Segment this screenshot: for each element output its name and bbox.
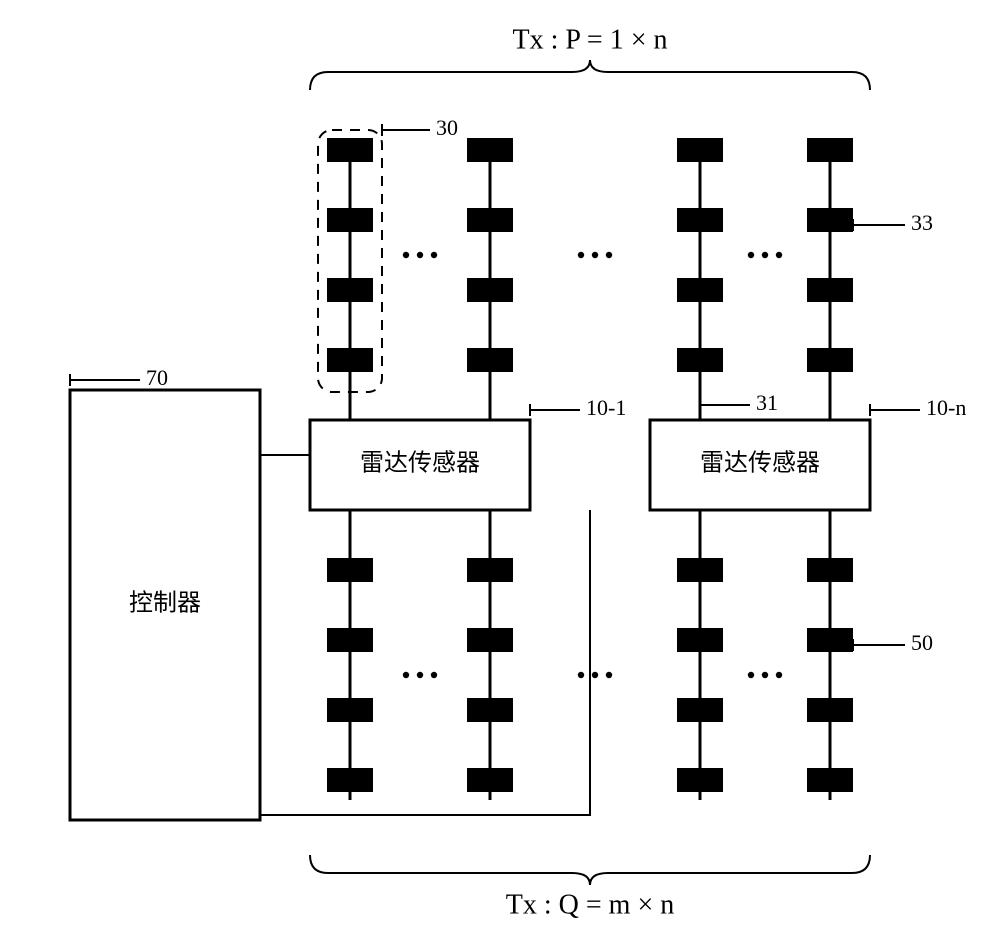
antenna-patch <box>677 348 723 372</box>
antenna-patch <box>807 278 853 302</box>
antenna-patch <box>467 348 513 372</box>
radar-sensor-label: 雷达传感器 <box>360 450 480 477</box>
radar-sensor-label: 雷达传感器 <box>700 450 820 477</box>
antenna-patch <box>327 558 373 582</box>
antenna-patch <box>677 768 723 792</box>
antenna-patch <box>677 138 723 162</box>
ref-31: 31 <box>756 390 778 415</box>
title-top: Tx : P = 1 × n <box>513 24 668 55</box>
ref-10-n: 10-n <box>926 395 966 420</box>
antenna-patch <box>467 698 513 722</box>
ref-30: 30 <box>436 115 458 140</box>
antenna-patch <box>327 138 373 162</box>
antenna-patch <box>327 208 373 232</box>
antenna-patch <box>467 558 513 582</box>
antenna-patch <box>677 208 723 232</box>
ellipsis <box>578 672 612 678</box>
antenna-patch <box>467 768 513 792</box>
antenna-patch <box>677 628 723 652</box>
antenna-patch <box>467 138 513 162</box>
ref-50: 50 <box>911 630 933 655</box>
antenna-patch <box>677 278 723 302</box>
ellipsis <box>748 672 782 678</box>
antenna-patch <box>807 558 853 582</box>
ref-33: 33 <box>911 210 933 235</box>
antenna-patch <box>327 698 373 722</box>
wire-controller-sensor2 <box>260 510 590 815</box>
antenna-patch <box>327 278 373 302</box>
wire-controller-sensor2 <box>260 510 590 815</box>
controller-label: 控制器 <box>129 590 201 617</box>
antenna-patch <box>327 348 373 372</box>
antenna-patch <box>807 628 853 652</box>
antenna-patch <box>677 558 723 582</box>
ellipsis <box>403 252 437 258</box>
antenna-patch <box>467 628 513 652</box>
antenna-patch <box>467 278 513 302</box>
antenna-patch <box>327 628 373 652</box>
brace-bottom <box>310 855 870 885</box>
ref-10-1: 10-1 <box>586 395 626 420</box>
ellipsis <box>403 672 437 678</box>
antenna-patch <box>807 698 853 722</box>
antenna-patch <box>467 208 513 232</box>
ref-70: 70 <box>146 365 168 390</box>
antenna-patch <box>807 138 853 162</box>
title-bottom: Tx : Q = m × n <box>506 889 674 920</box>
brace-top <box>310 60 870 90</box>
antenna-patch <box>327 768 373 792</box>
ellipsis <box>748 252 782 258</box>
antenna-patch <box>807 208 853 232</box>
ellipsis <box>578 252 612 258</box>
antenna-patch <box>807 348 853 372</box>
antenna-patch <box>807 768 853 792</box>
antenna-patch <box>677 698 723 722</box>
